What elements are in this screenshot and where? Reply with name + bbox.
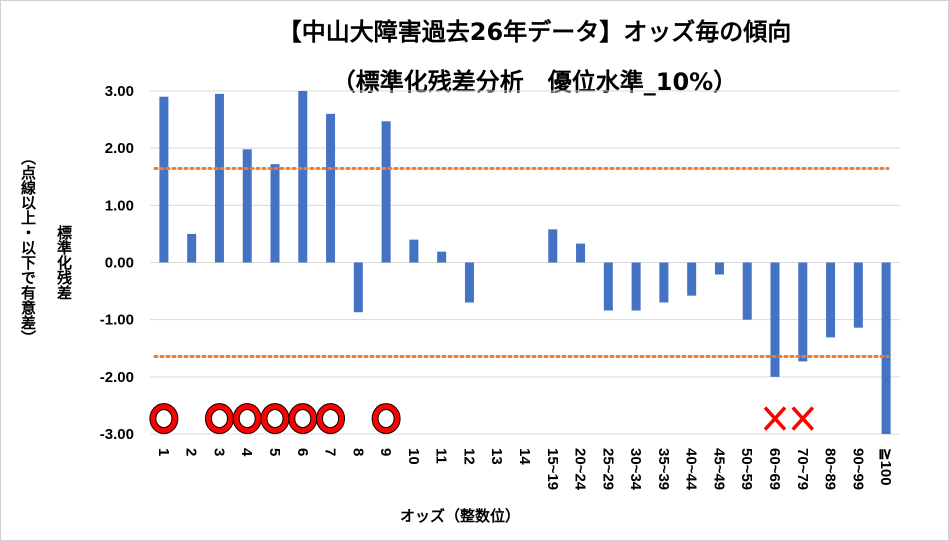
x-tick-label: 9 [377, 448, 394, 456]
bar [881, 262, 891, 434]
bar [214, 93, 224, 263]
y-tick-label: 1.00 [105, 197, 134, 214]
x-tick-label: 11 [433, 448, 450, 464]
x-tick-label: 7 [322, 448, 339, 456]
bar [659, 262, 669, 303]
y-axis-note: （点線以上・以下で有意差） [19, 150, 37, 345]
x-axis-label: オッズ（整数位） [400, 507, 521, 525]
bar [687, 262, 697, 296]
bar [714, 262, 724, 275]
bar [576, 243, 586, 263]
bar [353, 262, 363, 313]
bar [159, 96, 169, 263]
cross-marker [791, 406, 815, 431]
bar [798, 262, 808, 362]
y-tick-label: -2.00 [100, 369, 134, 386]
bar [631, 262, 641, 311]
chart-title: 【中山大障害過去26年データ】オッズ毎の傾向 [277, 18, 792, 46]
bar [381, 121, 391, 263]
bar [298, 91, 308, 263]
x-tick-label: 5 [266, 448, 283, 456]
circle-marker-inner [205, 404, 233, 434]
bar [770, 262, 780, 377]
bar [409, 239, 419, 263]
x-tick-label: 12 [460, 448, 477, 465]
circle-marker-inner [372, 404, 400, 434]
cross-marker [763, 406, 787, 431]
x-tick-label: 14 [516, 448, 533, 465]
x-tick-label: 30~34 [627, 448, 644, 491]
y-tick-label: 3.00 [105, 83, 134, 100]
y-tick-label: 2.00 [105, 140, 134, 157]
bar [853, 262, 863, 328]
x-tick-label: 1 [155, 448, 172, 456]
y-tick-label: -1.00 [100, 312, 134, 329]
bar [187, 233, 197, 263]
circle-marker-inner [150, 404, 178, 434]
bar [437, 251, 447, 263]
x-tick-label: 2 [183, 448, 200, 456]
y-tick-label: -3.00 [100, 426, 134, 443]
x-tick-label: 70~79 [794, 448, 811, 490]
x-tick-label: 4 [238, 448, 255, 457]
x-tick-label: ≧100 [877, 448, 894, 486]
x-tick-label: 20~24 [572, 448, 589, 491]
bar [603, 262, 613, 311]
bar [548, 229, 558, 263]
x-tick-label: 45~49 [710, 448, 727, 490]
x-tick-label: 90~99 [849, 448, 866, 490]
x-tick-label: 40~44 [683, 448, 700, 491]
x-tick-label: 80~89 [822, 448, 839, 490]
x-tick-label: 25~29 [599, 448, 616, 490]
bar [270, 164, 280, 263]
x-tick-label: 13 [488, 448, 505, 465]
x-tick-label: 10 [405, 448, 422, 465]
bar [742, 262, 752, 320]
x-tick-label: 6 [294, 448, 311, 456]
x-tick-label: 3 [210, 448, 227, 456]
circle-marker-inner [233, 404, 261, 434]
x-tick-label: 60~69 [766, 448, 783, 490]
x-tick-label: 50~59 [738, 448, 755, 490]
circle-marker-inner [261, 404, 289, 434]
x-tick-label: 35~39 [655, 448, 672, 490]
bar [826, 262, 836, 338]
bar [464, 262, 474, 303]
x-tick-label: 15~19 [544, 448, 561, 490]
circle-marker-inner [317, 404, 345, 434]
bar [326, 113, 336, 263]
bar [242, 149, 252, 263]
x-tick-label: 8 [349, 448, 366, 456]
circle-marker-inner [289, 404, 317, 434]
y-axis-label: 標準化残差 [55, 225, 73, 300]
y-tick-label: 0.00 [105, 255, 134, 272]
